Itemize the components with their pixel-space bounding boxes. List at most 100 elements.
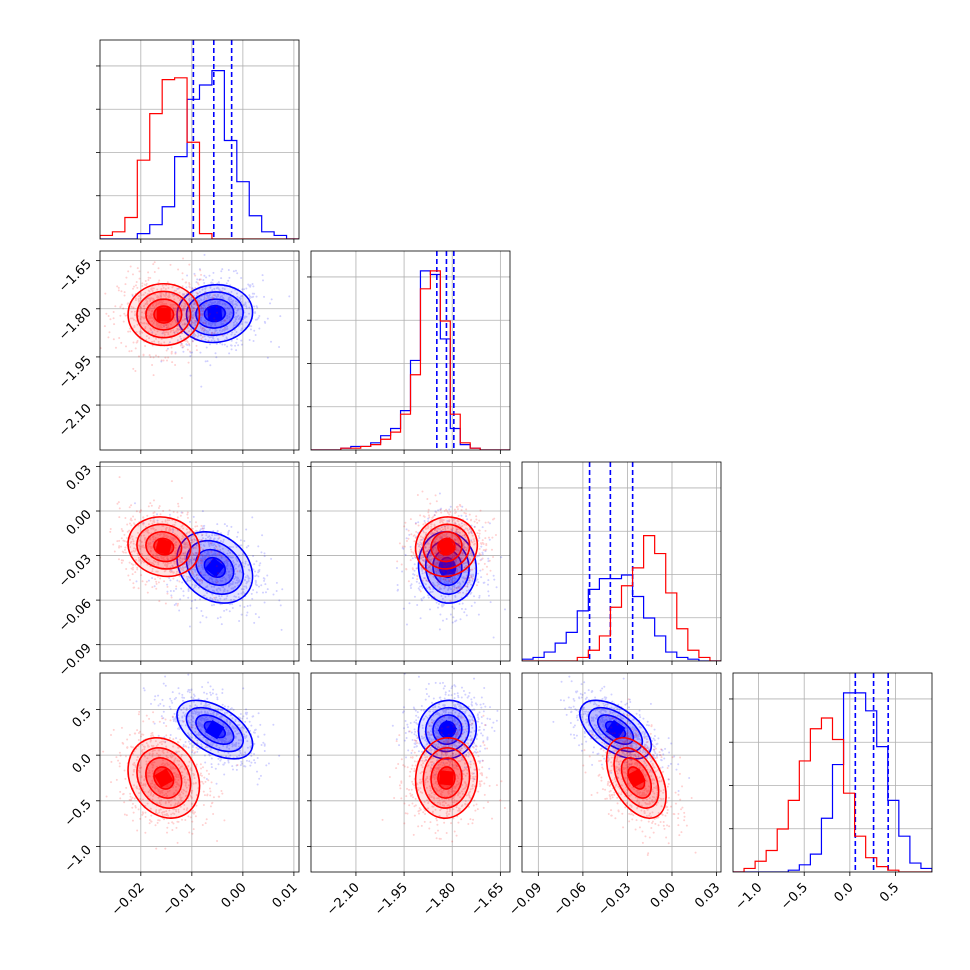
scatter-point [210, 543, 213, 546]
scatter-point [166, 535, 169, 538]
scatter-point [138, 559, 141, 562]
scatter-point [210, 577, 213, 580]
scatter-point [456, 589, 459, 592]
scatter-point [167, 535, 170, 538]
scatter-point [231, 303, 234, 306]
scatter-point [170, 556, 173, 559]
scatter-point [481, 526, 484, 529]
scatter-point [191, 316, 194, 319]
scatter-point [411, 568, 414, 571]
scatter-point [492, 556, 495, 559]
scatter-point [200, 554, 203, 557]
scatter-point [185, 286, 188, 289]
scatter-point [223, 598, 226, 601]
scatter-point [124, 283, 127, 286]
scatter-point [167, 530, 170, 533]
scatter-point [263, 295, 266, 298]
scatter-point [236, 576, 239, 579]
scatter-point [464, 512, 467, 515]
scatter-point [118, 516, 121, 519]
scatter-point [199, 571, 202, 574]
scatter-point [252, 731, 255, 734]
scatter-point [207, 541, 210, 544]
scatter-point [219, 320, 222, 323]
scatter-point [170, 569, 173, 572]
scatter-point [198, 290, 201, 293]
scatter-point [239, 712, 242, 715]
scatter-point [194, 323, 197, 326]
scatter-point [213, 596, 216, 599]
scatter-point [239, 764, 242, 767]
scatter-point [400, 563, 403, 566]
scatter-point [137, 556, 140, 559]
scatter-point [270, 557, 273, 560]
scatter-point [213, 590, 216, 593]
scatter-point [124, 314, 127, 317]
scatter-point [147, 542, 150, 545]
scatter-point [185, 565, 188, 568]
scatter-point [208, 538, 211, 541]
scatter-point [123, 291, 126, 294]
scatter-point [256, 783, 259, 786]
scatter-point [202, 560, 205, 563]
scatter-point [409, 545, 412, 548]
scatter-point [429, 552, 432, 555]
scatter-point [162, 325, 165, 328]
scatter-point [258, 777, 261, 780]
scatter-point [255, 584, 258, 587]
scatter-point [225, 608, 228, 611]
scatter-point [152, 540, 155, 543]
scatter-point [140, 561, 143, 564]
scatter-point [488, 559, 491, 562]
scatter-point [252, 568, 255, 571]
scatter-point [217, 295, 220, 298]
scatter-point [437, 580, 440, 583]
scatter-point [426, 567, 429, 570]
scatter-point [215, 579, 218, 582]
scatter-point [257, 575, 260, 578]
scatter-point [184, 551, 187, 554]
scatter-point [182, 257, 185, 260]
scatter-point [446, 510, 449, 513]
scatter-point [222, 322, 225, 325]
scatter-point [163, 570, 166, 573]
scatter-point [172, 539, 175, 542]
scatter-point [206, 592, 209, 595]
panel-2-0: −0.09−0.06−0.030.000.03 [56, 461, 300, 680]
scatter-point [178, 326, 181, 329]
scatter-point [238, 570, 241, 573]
scatter-point [181, 581, 184, 584]
panel-frame [99, 39, 300, 240]
scatter-point [173, 289, 176, 292]
scatter-point [215, 545, 218, 548]
scatter-point [112, 543, 115, 546]
scatter-point [254, 333, 257, 336]
scatter-point [227, 298, 230, 301]
scatter-point [172, 303, 175, 306]
scatter-point [203, 556, 206, 559]
scatter-point [150, 316, 153, 319]
scatter-point [220, 555, 223, 558]
scatter-point [254, 761, 257, 764]
scatter-point [120, 290, 123, 293]
y-tick-label: −1.95 [56, 353, 95, 392]
scatter-point [178, 545, 181, 548]
scatter-point [109, 528, 112, 531]
scatter-point [272, 593, 275, 596]
scatter-point [245, 546, 248, 549]
scatter-point [219, 597, 222, 600]
scatter-point [227, 298, 230, 301]
scatter-point [181, 535, 184, 538]
scatter-point [412, 534, 415, 537]
scatter-point [174, 560, 177, 563]
scatter-point [437, 606, 440, 609]
scatter-point [193, 546, 196, 549]
scatter-point [138, 270, 141, 273]
scatter-point [228, 584, 231, 587]
scatter-point [456, 508, 459, 511]
scatter-point [136, 286, 139, 289]
scatter-point [217, 537, 220, 540]
panel-frame [310, 461, 511, 662]
scatter-point [218, 300, 221, 303]
scatter-point [171, 538, 174, 541]
